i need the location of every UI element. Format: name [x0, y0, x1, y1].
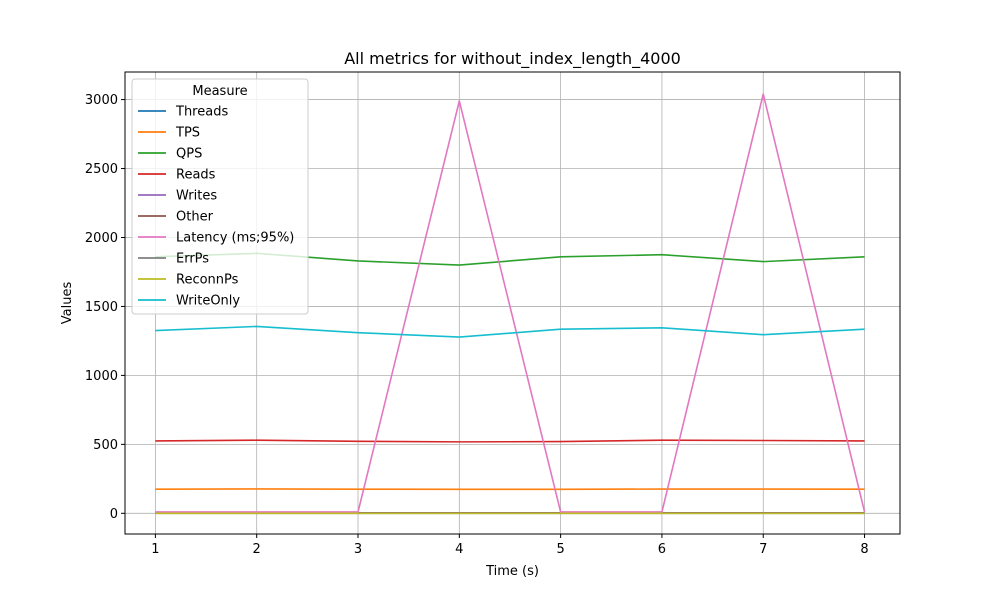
legend-label: Reads [176, 168, 216, 183]
y-tick-label: 3000 [85, 93, 118, 108]
plot-frame [124, 71, 901, 535]
x-tick-label: 8 [860, 542, 868, 557]
series-line-6 [155, 93, 866, 513]
x-tick-label: 6 [658, 542, 666, 557]
legend: Measure Threads TPS QPS Reads Writes Other Lat… [131, 78, 309, 315]
legend-label: ReconnPs [176, 273, 239, 288]
y-tick-label: 0 [110, 507, 118, 522]
x-axis-label: Time (s) [485, 564, 539, 579]
legend-label: Latency (ms;95%) [176, 231, 294, 246]
series-line-3 [155, 439, 865, 443]
legend-label: ErrPs [176, 252, 209, 267]
legend-box [131, 78, 309, 315]
series-line-9 [155, 325, 865, 338]
legend-title: Measure [192, 84, 247, 99]
x-tick-label: 5 [556, 542, 564, 557]
legend-items: Threads TPS QPS Reads Writes Other Latency (ms… [138, 105, 294, 309]
y-tick-label: 1500 [85, 300, 118, 315]
legend-label: WriteOnly [176, 294, 240, 309]
y-axis-ticks: 0 500 1000 1500 2000 2500 3000 [85, 93, 125, 522]
chart-title: All metrics for without_index_length_400… [344, 49, 681, 69]
y-tick-label: 500 [93, 438, 118, 453]
legend-label: QPS [176, 147, 202, 162]
x-axis-ticks: 1 2 3 4 5 6 7 8 [151, 534, 869, 557]
x-tick-label: 7 [759, 542, 767, 557]
x-tick-label: 4 [455, 542, 463, 557]
y-tick-label: 2500 [85, 162, 118, 177]
x-tick-label: 1 [151, 542, 159, 557]
x-tick-label: 3 [354, 542, 362, 557]
legend-label: Other [176, 210, 214, 225]
y-axis-label: Values [60, 282, 75, 325]
legend-label: Writes [176, 189, 217, 204]
y-tick-label: 1000 [85, 369, 118, 384]
legend-label: TPS [175, 126, 200, 141]
x-tick-label: 2 [253, 542, 261, 557]
y-tick-label: 2000 [85, 231, 118, 246]
legend-label: Threads [175, 105, 228, 120]
